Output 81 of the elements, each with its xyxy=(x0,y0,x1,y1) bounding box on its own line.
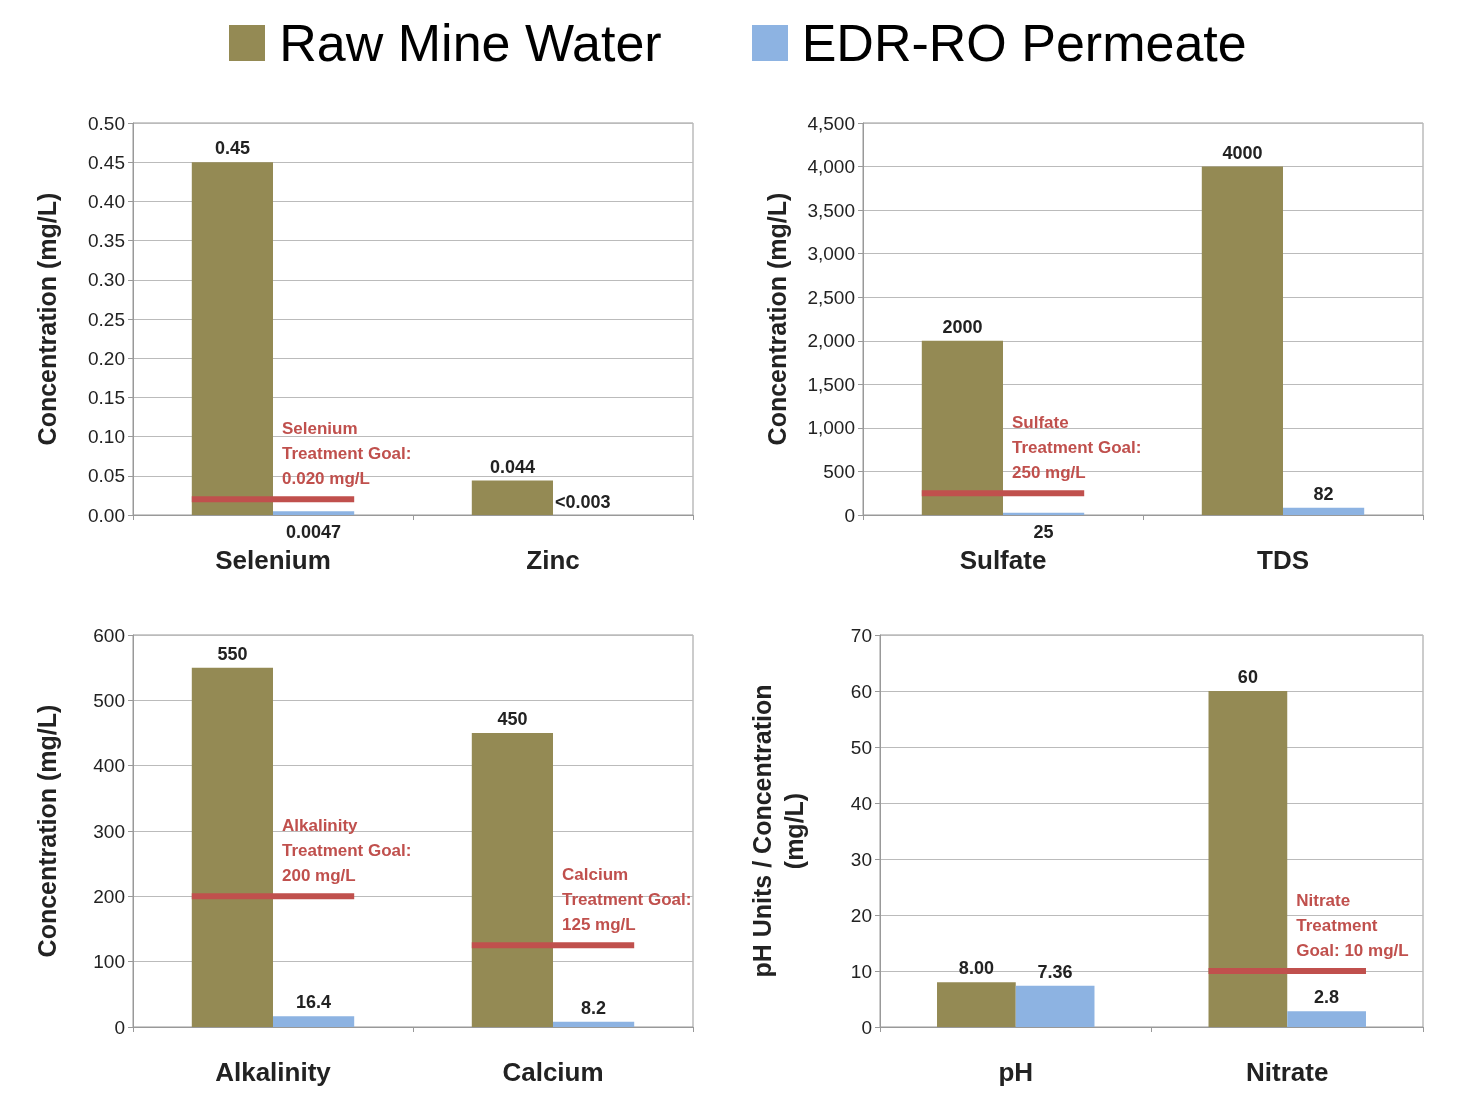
x-tick-label: Zinc xyxy=(526,545,580,575)
y-tick-label: 0 xyxy=(114,1016,125,1038)
y-tick-label: 1,000 xyxy=(807,417,855,439)
data-label: 0.0047 xyxy=(286,522,342,542)
data-label: 0.45 xyxy=(214,138,250,159)
x-tick-label: Selenium xyxy=(215,545,331,575)
y-tick-label: 70 xyxy=(850,624,872,646)
y-tick-label: 100 xyxy=(93,951,125,973)
bar xyxy=(471,480,553,515)
data-label: 550 xyxy=(217,643,248,664)
y-tick-label: 2,000 xyxy=(807,330,855,352)
y-tick-label: 3,000 xyxy=(807,243,855,265)
x-tick-label: Calcium xyxy=(502,1057,604,1087)
y-tick-label: 20 xyxy=(850,904,872,926)
x-tick-label: Alkalinity xyxy=(215,1057,332,1087)
annotation: Nitrate Treatment Goal: 10 mg/L xyxy=(1296,891,1409,960)
y-tick-label: 0.05 xyxy=(88,465,125,487)
y-tick-label: 0.40 xyxy=(88,190,125,212)
annotation: Alkalinity Treatment Goal: 200 mg/L xyxy=(282,816,412,886)
y-tick-label: 0.10 xyxy=(88,426,125,448)
data-label: 2.8 xyxy=(1314,987,1340,1008)
data-label: 8.00 xyxy=(958,958,994,979)
y-tick-label: 30 xyxy=(850,848,872,870)
data-label: 82 xyxy=(1313,483,1334,504)
text: <0.003 xyxy=(555,492,611,512)
bar xyxy=(273,1016,355,1027)
data-label: 60 xyxy=(1237,667,1258,687)
annotation: Sulfate Treatment Goal: 250 mg/L xyxy=(1012,413,1142,483)
y-tick-label: 500 xyxy=(93,689,125,711)
y-tick-label: 400 xyxy=(93,755,125,777)
x-tick-label: Nitrate xyxy=(1246,1057,1329,1087)
y-tick-label: 0.20 xyxy=(88,347,125,369)
x-tick-label: TDS xyxy=(1257,545,1309,575)
y-tick-label: 0.15 xyxy=(88,386,125,408)
bar xyxy=(553,1021,635,1027)
bar xyxy=(937,982,1016,1027)
y-tick-label: 4,000 xyxy=(807,156,855,178)
y-tick-label: 4,500 xyxy=(807,112,855,134)
bar xyxy=(1003,512,1085,515)
y-tick-label: 50 xyxy=(850,736,872,758)
y-tick-label: 10 xyxy=(850,960,872,982)
y-tick-label: 0.30 xyxy=(88,269,125,291)
annotation: Calcium Treatment Goal: 125 mg/L xyxy=(562,865,692,935)
y-tick-label: 40 xyxy=(850,792,872,814)
data-label: 8.2 xyxy=(581,997,607,1018)
data-label: 0.044 xyxy=(489,456,535,477)
y-tick-label: 0 xyxy=(861,1016,872,1038)
data-label: 7.36 xyxy=(1037,961,1073,982)
bar xyxy=(1287,1011,1366,1027)
y-tick-label: 1,500 xyxy=(807,373,855,395)
data-label: 2000 xyxy=(942,316,983,337)
bar xyxy=(1283,507,1365,515)
x-tick-label: pH xyxy=(998,1057,1034,1087)
y-tick-label: 600 xyxy=(93,624,125,646)
y-tick-label: 0.25 xyxy=(88,308,125,330)
y-tick-label: 500 xyxy=(823,460,855,482)
y-axis-title: pH Units / Concentration (mg/L) xyxy=(748,684,808,978)
y-axis-title: Concentration (mg/L) xyxy=(763,192,791,446)
y-tick-label: 0.35 xyxy=(88,230,125,252)
bar xyxy=(273,511,355,515)
y-tick-label: 300 xyxy=(93,820,125,842)
y-tick-label: 0 xyxy=(844,504,855,526)
y-tick-label: 2,500 xyxy=(807,286,855,308)
y-tick-label: 200 xyxy=(93,885,125,907)
legend-label: EDR-RO Permeate xyxy=(801,13,1247,73)
bar xyxy=(1201,166,1283,515)
x-tick-label: Sulfate xyxy=(959,545,1047,575)
data-label: 25 xyxy=(1033,522,1054,542)
data-label: 4000 xyxy=(1222,142,1263,163)
annotation: Selenium Treatment Goal: 0.020 mg/L xyxy=(282,419,412,489)
y-tick-label: 60 xyxy=(850,680,872,702)
y-axis-title: Concentration (mg/L) xyxy=(33,192,61,446)
y-tick-label: 0.50 xyxy=(88,112,125,134)
legend-label: Raw Mine Water xyxy=(279,13,662,73)
y-axis-title: Concentration (mg/L) xyxy=(33,704,61,958)
bar xyxy=(1015,985,1095,1027)
data-label: 450 xyxy=(497,709,528,729)
data-label: 16.4 xyxy=(296,992,332,1013)
y-tick-label: 3,500 xyxy=(807,199,855,221)
y-tick-label: 0.00 xyxy=(88,504,125,526)
y-tick-label: 0.45 xyxy=(88,151,125,173)
